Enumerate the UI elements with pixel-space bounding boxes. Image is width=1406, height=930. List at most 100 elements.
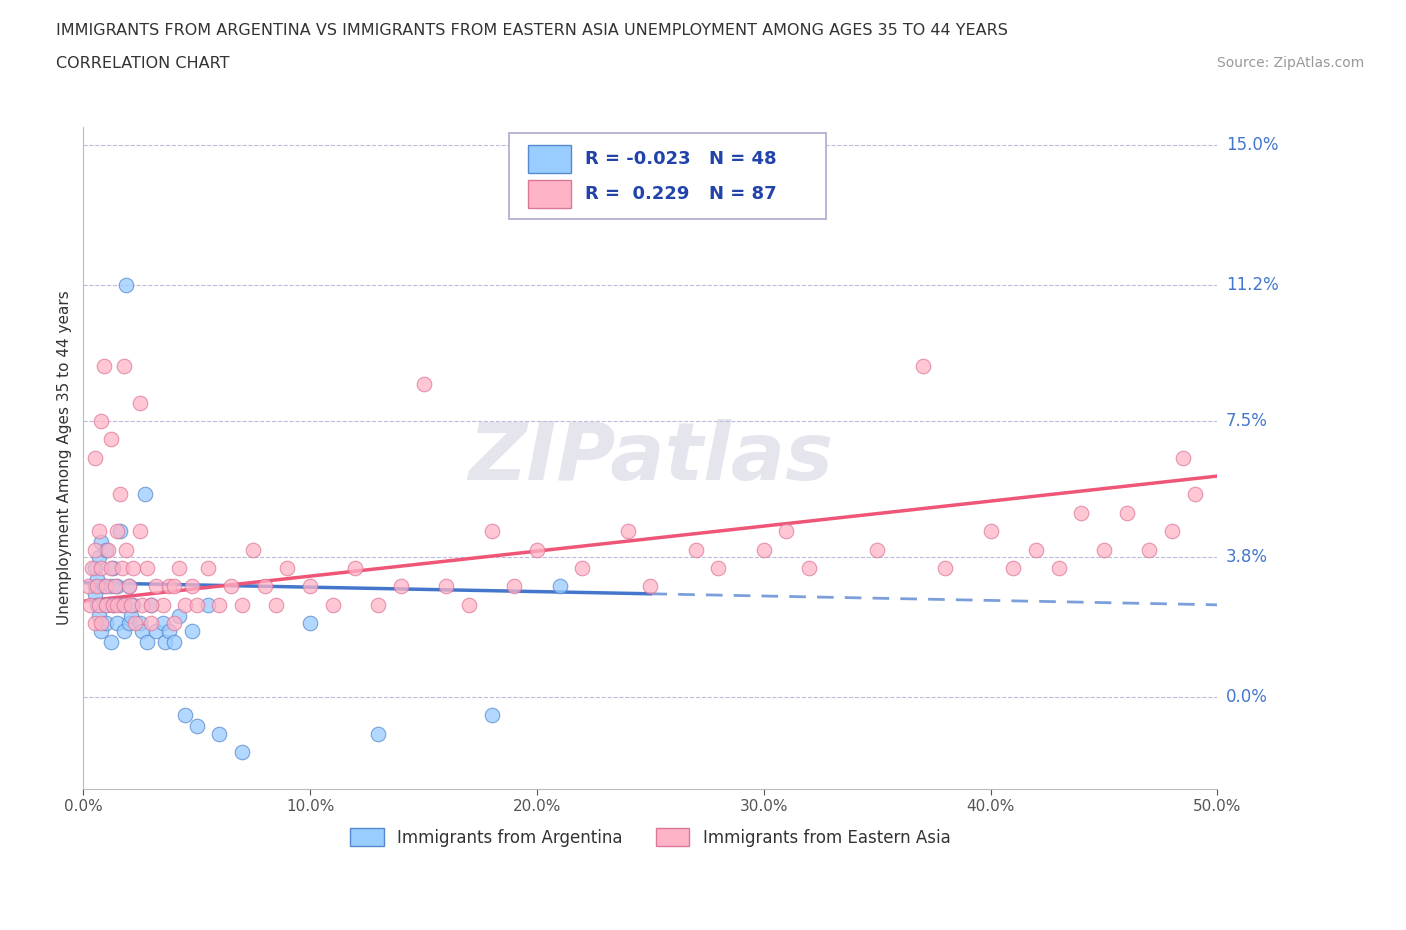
Point	[1161, 524, 1184, 538]
Point	[141, 597, 163, 612]
Point	[503, 579, 526, 594]
Point	[571, 561, 593, 576]
Point	[174, 597, 197, 612]
Point	[82, 561, 104, 576]
Point	[866, 542, 889, 557]
Point	[118, 579, 141, 594]
Point	[412, 377, 434, 392]
Point	[131, 623, 153, 638]
Point	[124, 616, 146, 631]
Point	[120, 597, 142, 612]
Point	[186, 719, 208, 734]
Point	[1025, 542, 1047, 557]
Point	[112, 358, 135, 373]
Point	[118, 579, 141, 594]
Point	[83, 450, 105, 465]
Point	[79, 597, 101, 612]
Point	[526, 542, 548, 557]
Point	[89, 524, 111, 538]
Point	[115, 277, 138, 292]
Point	[1137, 542, 1160, 557]
Point	[122, 561, 145, 576]
Point	[86, 572, 108, 587]
Point	[101, 561, 124, 576]
Text: 3.8%: 3.8%	[1226, 548, 1268, 566]
Point	[86, 579, 108, 594]
Point	[131, 597, 153, 612]
Point	[90, 535, 112, 550]
Point	[108, 524, 131, 538]
Point	[163, 616, 186, 631]
Point	[83, 586, 105, 601]
Point	[1047, 561, 1070, 576]
Point	[105, 616, 128, 631]
Point	[101, 597, 124, 612]
Point	[89, 550, 111, 565]
Point	[104, 579, 127, 594]
Text: CORRELATION CHART: CORRELATION CHART	[56, 56, 229, 71]
Point	[163, 634, 186, 649]
Point	[153, 634, 176, 649]
Point	[167, 561, 190, 576]
Point	[1173, 450, 1195, 465]
Point	[208, 726, 231, 741]
Point	[1092, 542, 1115, 557]
Text: 7.5%: 7.5%	[1226, 412, 1268, 430]
Point	[163, 579, 186, 594]
Point	[76, 579, 98, 594]
Point	[100, 432, 122, 446]
Legend: Immigrants from Argentina, Immigrants from Eastern Asia: Immigrants from Argentina, Immigrants fr…	[343, 822, 957, 853]
Point	[100, 634, 122, 649]
FancyBboxPatch shape	[527, 145, 571, 173]
Point	[264, 597, 287, 612]
Point	[299, 616, 322, 631]
Text: R = -0.023: R = -0.023	[585, 150, 690, 168]
FancyBboxPatch shape	[527, 180, 571, 208]
Point	[276, 561, 298, 576]
Point	[1115, 505, 1137, 520]
Point	[344, 561, 367, 576]
Text: 11.2%: 11.2%	[1226, 276, 1278, 294]
Point	[89, 597, 111, 612]
Point	[174, 708, 197, 723]
Point	[83, 561, 105, 576]
Point	[115, 542, 138, 557]
Point	[83, 579, 105, 594]
Point	[111, 561, 134, 576]
Point	[322, 597, 344, 612]
Point	[129, 524, 152, 538]
Point	[86, 597, 108, 612]
Point	[94, 597, 117, 612]
Point	[640, 579, 662, 594]
Text: R =  0.229: R = 0.229	[585, 185, 689, 203]
Point	[457, 597, 479, 612]
Point	[707, 561, 730, 576]
Point	[83, 616, 105, 631]
Point	[1070, 505, 1092, 520]
Point	[94, 616, 117, 631]
Point	[90, 616, 112, 631]
Point	[100, 561, 122, 576]
Point	[118, 616, 141, 631]
Point	[208, 597, 231, 612]
Text: ZIPatlas: ZIPatlas	[468, 418, 832, 497]
Point	[83, 542, 105, 557]
Text: N = 48: N = 48	[710, 150, 778, 168]
Point	[90, 623, 112, 638]
Point	[93, 579, 115, 594]
Point	[367, 726, 389, 741]
Point	[141, 616, 163, 631]
Point	[253, 579, 276, 594]
Point	[134, 487, 156, 502]
Y-axis label: Unemployment Among Ages 35 to 44 years: Unemployment Among Ages 35 to 44 years	[58, 290, 72, 625]
Point	[89, 608, 111, 623]
Point	[120, 608, 142, 623]
Point	[145, 623, 167, 638]
Point	[219, 579, 242, 594]
Point	[112, 597, 135, 612]
Point	[797, 561, 820, 576]
Point	[1184, 487, 1206, 502]
Point	[94, 597, 117, 612]
Point	[167, 608, 190, 623]
Point	[105, 524, 128, 538]
